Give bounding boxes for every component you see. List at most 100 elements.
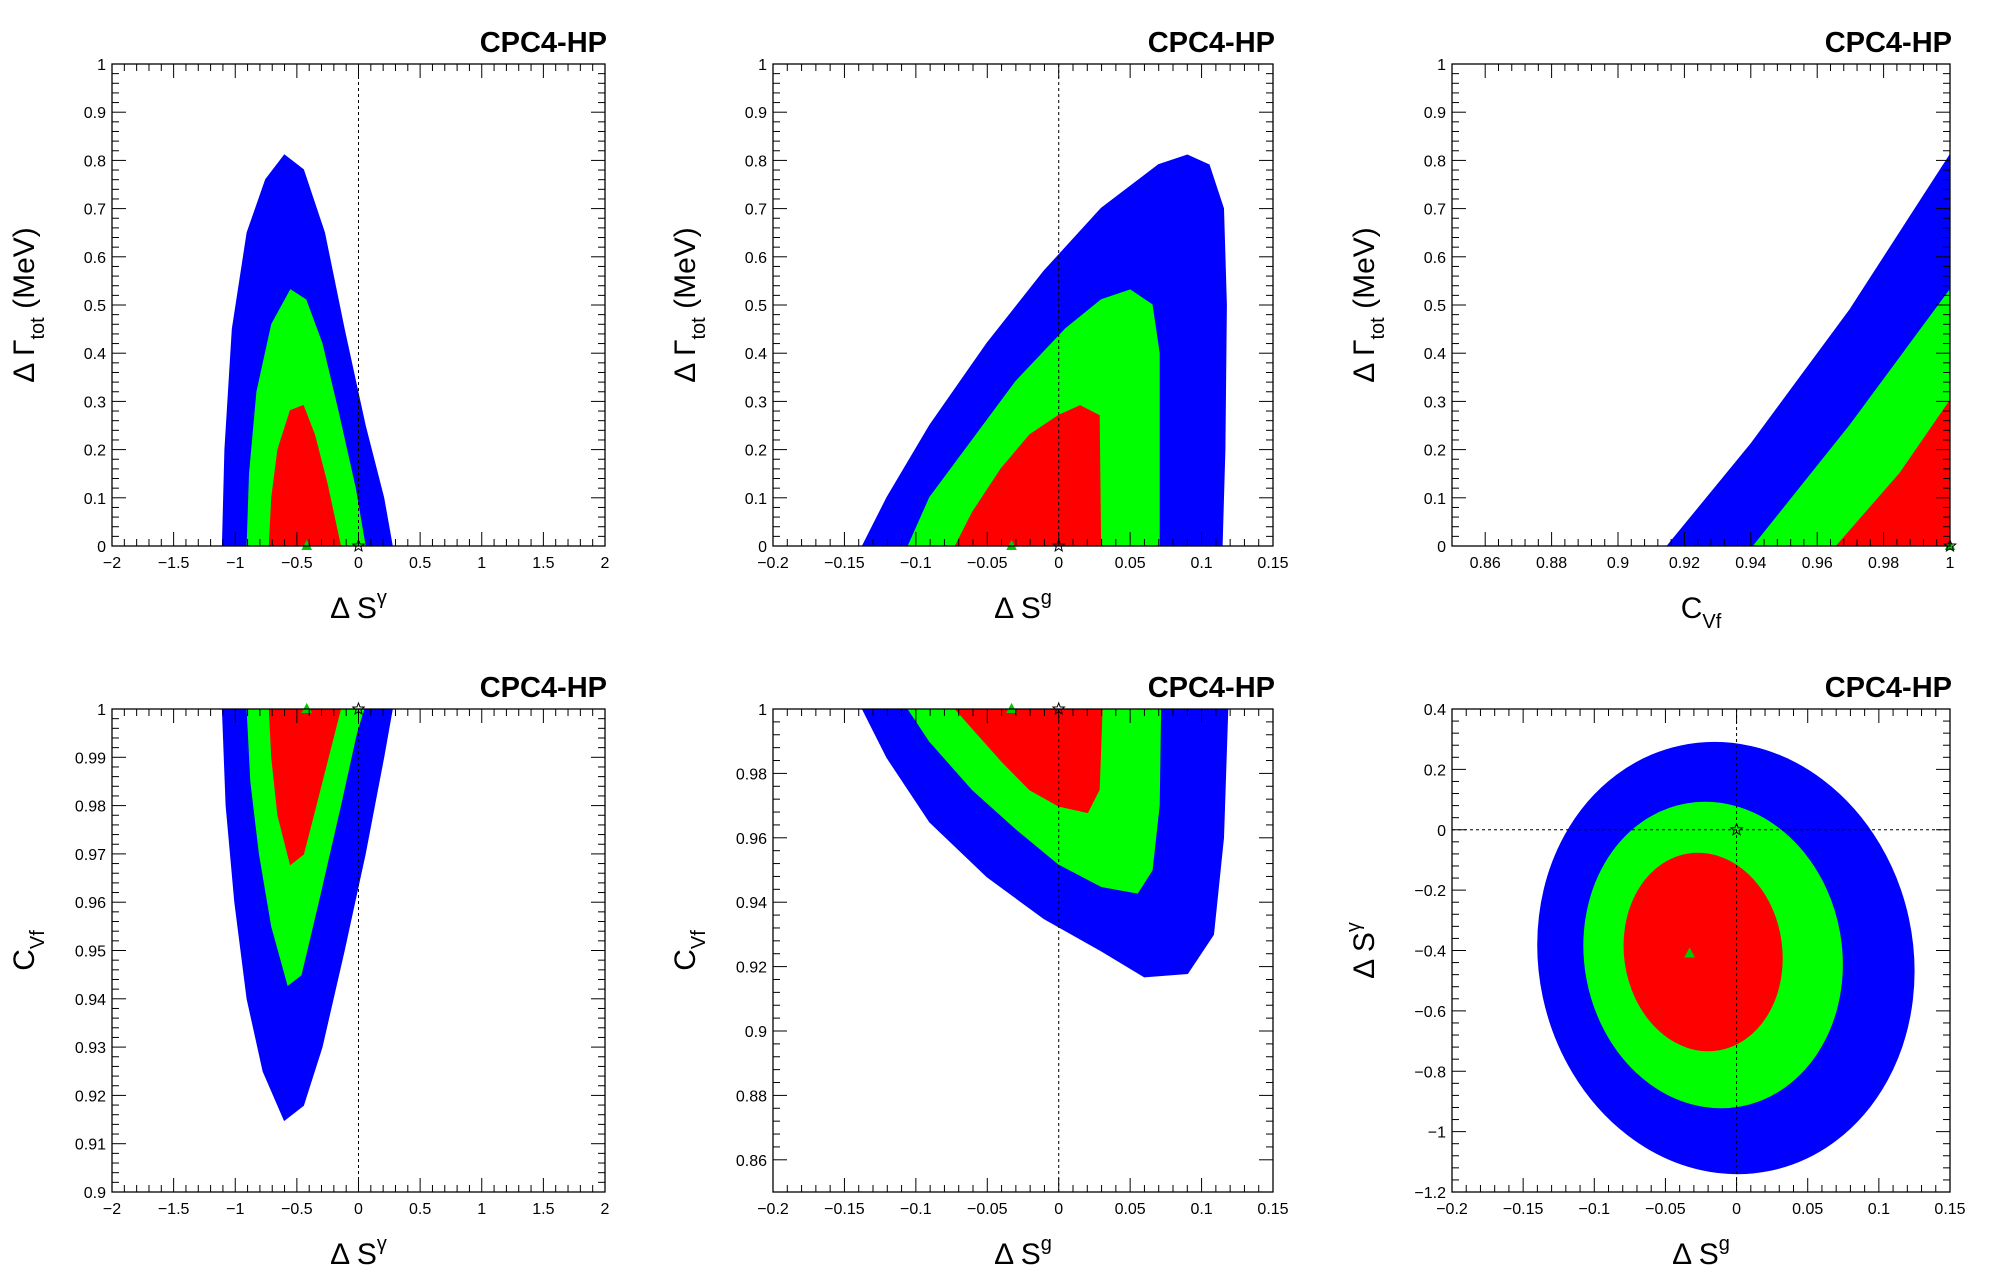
- best-fit-marker: [1006, 702, 1017, 713]
- x-tick-label: −1: [226, 555, 244, 572]
- panel-tag: CPC4-HP: [1825, 672, 1952, 704]
- x-tick-label: 0.05: [1115, 555, 1146, 572]
- y-tick-label: 0.99: [75, 750, 106, 767]
- y-tick-label: 0: [97, 539, 106, 556]
- region-red: [268, 404, 342, 546]
- y-tick-label: 0.1: [745, 491, 767, 508]
- x-tick-label: 0: [1732, 1201, 1741, 1218]
- x-axis-title: CVf: [1681, 592, 1722, 633]
- y-tick-label: 0.94: [75, 992, 106, 1009]
- sm-point-marker: [1729, 822, 1744, 836]
- y-tick-label: 1: [758, 702, 767, 719]
- x-tick-label: −1.5: [158, 555, 190, 572]
- x-tick-label: −0.05: [967, 1201, 1008, 1218]
- y-axis-title: Δ Γtot (MeV): [1348, 227, 1389, 383]
- x-tick-label: 0: [1054, 555, 1063, 572]
- y-tick-label: 1: [1437, 57, 1446, 74]
- y-tick-label: 0.2: [745, 443, 767, 460]
- y-axis-title: Δ Γtot (MeV): [8, 227, 49, 383]
- panel-3: 0.86 0.88 0.9 0.92 0.94 0.96 0.98 1 0 0.1 0.2 0.3 0.…: [1348, 27, 1957, 633]
- data-regions: [221, 709, 393, 1122]
- y-tick-label: 0.9: [745, 105, 767, 122]
- x-tick-label: 0.15: [1257, 555, 1288, 572]
- sm-point-marker: [1943, 538, 1957, 553]
- y-tick-label: 0.6: [745, 250, 767, 267]
- y-tick-label: 0.93: [75, 1040, 106, 1057]
- x-tick-label: 1.5: [532, 1201, 554, 1218]
- y-axis-title: Δ Sγ: [1343, 922, 1381, 979]
- y-tick-label: −0.4: [1414, 944, 1446, 961]
- y-tick-label: 0.1: [84, 491, 106, 508]
- y-tick-label: 0.94: [736, 895, 767, 912]
- region-red: [1623, 852, 1783, 1052]
- x-tick-label: −0.5: [281, 1201, 313, 1218]
- best-fit-marker: [1684, 947, 1695, 958]
- panel-tag: CPC4-HP: [1825, 27, 1952, 59]
- y-tick-label: 0.98: [736, 766, 767, 783]
- y-tick-label: 0.2: [1424, 443, 1446, 460]
- best-fit-marker: [1006, 539, 1017, 550]
- y-tick-label: 0.3: [84, 394, 106, 411]
- x-tick-label: 0.9: [1607, 555, 1629, 572]
- y-tick-label: 0.3: [1424, 394, 1446, 411]
- y-tick-label: 0.1: [1424, 491, 1446, 508]
- x-tick-label: 0.88: [1536, 555, 1567, 572]
- x-tick-label: −0.05: [967, 555, 1008, 572]
- x-tick-label: 0: [1054, 1201, 1063, 1218]
- y-tick-label: 0.5: [84, 298, 106, 315]
- x-tick-label: −0.15: [824, 1201, 865, 1218]
- y-tick-label: −0.6: [1414, 1004, 1446, 1021]
- x-tick-label: 0.1: [1190, 1201, 1212, 1218]
- plot-frame: [772, 708, 1274, 1193]
- y-tick-label: 0.8: [84, 153, 106, 170]
- x-tick-label: −2: [103, 1201, 121, 1218]
- y-tick-label: 0.6: [1424, 250, 1446, 267]
- y-tick-label: 0.96: [75, 895, 106, 912]
- y-tick-label: 0.4: [1424, 702, 1446, 719]
- panel-tag: CPC4-HP: [1148, 27, 1275, 59]
- x-tick-label: −0.5: [281, 555, 313, 572]
- y-axis-title: CVf: [669, 930, 710, 971]
- y-tick-label: 0: [1437, 823, 1446, 840]
- x-tick-label: 0.5: [409, 1201, 431, 1218]
- y-tick-label: 0.5: [745, 298, 767, 315]
- x-tick-label: −0.2: [757, 1201, 789, 1218]
- x-tick-label: 1.5: [532, 555, 554, 572]
- panel-6: −0.2 −0.15 −0.1 −0.05 0 0.05 0.1 0.15 −1.2 −1 −0.8…: [1343, 672, 1966, 1271]
- x-tick-label: 2: [601, 1201, 610, 1218]
- y-tick-label: 1: [758, 57, 767, 74]
- x-tick-label: 0.5: [409, 555, 431, 572]
- best-fit-marker: [301, 702, 313, 713]
- x-axis-title: Δ Sγ: [330, 587, 387, 625]
- x-tick-label: 0.15: [1934, 1201, 1965, 1218]
- data-regions: [1666, 153, 1950, 546]
- x-tick-label: 0.1: [1190, 555, 1212, 572]
- x-tick-label: 0: [354, 1201, 363, 1218]
- x-tick-label: −0.1: [1578, 1201, 1610, 1218]
- y-tick-label: 0.4: [1424, 346, 1446, 363]
- y-tick-label: 0.7: [745, 202, 767, 219]
- x-tick-label: −0.15: [824, 555, 865, 572]
- x-tick-label: −1.5: [158, 1201, 190, 1218]
- y-tick-label: 0.96: [736, 831, 767, 848]
- x-tick-label: 0.1: [1868, 1201, 1890, 1218]
- y-axis-title: CVf: [8, 930, 49, 971]
- x-tick-label: 1: [1946, 555, 1955, 572]
- x-tick-label: 0.92: [1669, 555, 1700, 572]
- x-tick-label: 1: [477, 555, 486, 572]
- x-axis-title: Δ Sg: [1672, 1233, 1730, 1271]
- panel-tag: CPC4-HP: [480, 27, 607, 59]
- y-tick-label: 0.9: [1424, 105, 1446, 122]
- panel-5: −0.2 −0.15 −0.1 −0.05 0 0.05 0.1 0.15 0.86 0.88 0.…: [669, 672, 1289, 1271]
- x-tick-label: −0.1: [900, 1201, 932, 1218]
- y-tick-label: 0.4: [84, 346, 106, 363]
- y-tick-label: 0.88: [736, 1088, 767, 1105]
- x-tick-label: 0.94: [1735, 555, 1766, 572]
- x-tick-label: 0.15: [1257, 1201, 1288, 1218]
- region-red: [1835, 399, 1950, 546]
- x-tick-label: 0.98: [1868, 555, 1899, 572]
- region-red: [954, 405, 1102, 546]
- y-tick-label: 1: [97, 57, 106, 74]
- y-tick-label: 0.2: [1424, 762, 1446, 779]
- data-regions: [1537, 741, 1915, 1175]
